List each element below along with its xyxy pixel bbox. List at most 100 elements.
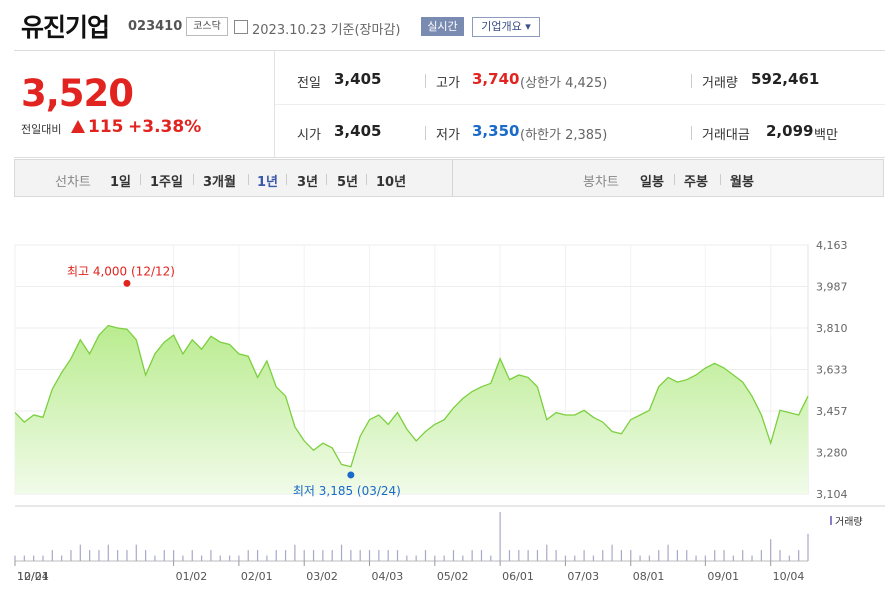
volume-bar: [732, 555, 734, 561]
period-divider: [452, 160, 453, 196]
volume-bar: [284, 550, 287, 561]
volume-bar: [667, 544, 669, 561]
high-label: 고가: [436, 76, 460, 91]
high-annotation: 최고 4,000 (12/12): [67, 264, 175, 278]
volume-bar: [658, 550, 660, 561]
volume-bar: [70, 550, 72, 561]
y-tick-label: 4,163: [816, 239, 848, 252]
x-tick-label: 07/03: [567, 570, 599, 583]
volume-bar: [527, 550, 529, 561]
volume-bar: [135, 544, 137, 561]
y-tick-label: 3,104: [816, 488, 848, 501]
change-percent: +3.38%: [128, 117, 202, 137]
tab-weekly[interactable]: 주봉: [684, 175, 708, 190]
tab-1y[interactable]: 1년: [257, 175, 279, 190]
volume-bar: [89, 550, 91, 561]
volume-bar: [508, 550, 511, 561]
volume-bar: [779, 550, 781, 561]
volume-bar: [564, 555, 567, 561]
volume-bar: [499, 512, 501, 561]
volume-bar: [555, 550, 557, 561]
tab-3m[interactable]: 3개월: [203, 175, 236, 190]
volume-legend-icon: [830, 516, 832, 525]
y-tick-label: 3,810: [816, 322, 848, 335]
volume-bar: [145, 550, 147, 561]
divider: [425, 74, 426, 88]
volume-bar: [182, 555, 184, 561]
volume-bar: [247, 550, 249, 561]
volume-bar: [33, 555, 35, 561]
divider: [248, 174, 249, 185]
volume-bar: [359, 550, 361, 561]
volume-bar: [686, 550, 688, 561]
volume-bar: [42, 555, 44, 561]
volume-bar: [518, 550, 520, 561]
x-tick-label: 10/24: [17, 570, 49, 583]
volume-bar: [406, 555, 408, 561]
line-chart-label: 선차트: [55, 175, 91, 190]
row-divider: [275, 104, 885, 105]
divider: [286, 174, 287, 185]
volume-bar: [312, 550, 315, 561]
panel-divider: [274, 50, 275, 157]
divider: [674, 174, 675, 185]
divider: [366, 174, 367, 185]
divider: [691, 126, 692, 140]
up-arrow-icon: [71, 120, 85, 133]
period-bar: [14, 159, 884, 197]
amount-unit: 백만: [814, 128, 838, 143]
high-point-marker: [123, 279, 131, 287]
tab-monthly[interactable]: 월봉: [730, 175, 754, 190]
low-label: 저가: [436, 128, 460, 143]
volume-bar: [154, 555, 156, 561]
volume-bar: [807, 533, 809, 561]
tab-5y[interactable]: 5년: [337, 175, 359, 190]
volume-bar: [452, 550, 455, 561]
volume-bar: [191, 550, 193, 561]
x-tick-label: 12/01: [17, 570, 49, 583]
volume-bar: [471, 550, 473, 561]
tab-1w[interactable]: 1주일: [150, 175, 183, 190]
change-amount: 115: [88, 117, 124, 137]
volume-bar: [723, 550, 725, 561]
volume-bar: [536, 550, 539, 561]
tab-10y[interactable]: 10년: [376, 175, 407, 190]
volume-bar: [368, 550, 371, 561]
tab-3y[interactable]: 3년: [297, 175, 319, 190]
tab-1d[interactable]: 1일: [110, 175, 132, 190]
volume-bar: [14, 555, 16, 561]
tab-daily[interactable]: 일봉: [640, 175, 664, 190]
volume-bar: [200, 555, 203, 561]
volume-bar: [424, 550, 427, 561]
x-tick-label: 06/01: [502, 570, 534, 583]
volume-bar: [322, 550, 324, 561]
low-annotation: 최저 3,185 (03/24): [293, 484, 401, 498]
market-badge: 코스닥: [186, 17, 228, 36]
volume-bar: [480, 550, 483, 561]
upper-limit: (상한가 4,425): [520, 76, 608, 91]
prev-close-label: 전일: [297, 76, 321, 91]
high-value: 3,740: [472, 70, 520, 88]
lower-limit: (하한가 2,385): [520, 128, 608, 143]
volume-bar: [107, 544, 109, 561]
volume-bar: [434, 555, 436, 561]
volume-bar: [378, 550, 380, 561]
x-tick-label: 10/04: [773, 570, 805, 583]
volume-bar: [275, 550, 277, 561]
volume-bar: [443, 555, 445, 561]
volume-bar: [798, 550, 800, 561]
volume-bar: [630, 550, 632, 561]
volume-bar: [98, 550, 100, 561]
volume-bar: [173, 550, 175, 561]
realtime-button[interactable]: 실시간: [421, 17, 464, 36]
volume-bar: [592, 555, 595, 561]
divider: [193, 174, 194, 185]
x-tick-label: 03/02: [306, 570, 338, 583]
volume-bar: [219, 555, 221, 561]
volume-bar: [415, 555, 417, 561]
volume-bar: [228, 555, 231, 561]
volume-label: 거래량: [702, 76, 738, 91]
company-info-dropdown[interactable]: 기업개요 ▾: [472, 17, 540, 37]
change-label: 전일대비: [21, 123, 62, 136]
volume-bar: [51, 550, 53, 561]
